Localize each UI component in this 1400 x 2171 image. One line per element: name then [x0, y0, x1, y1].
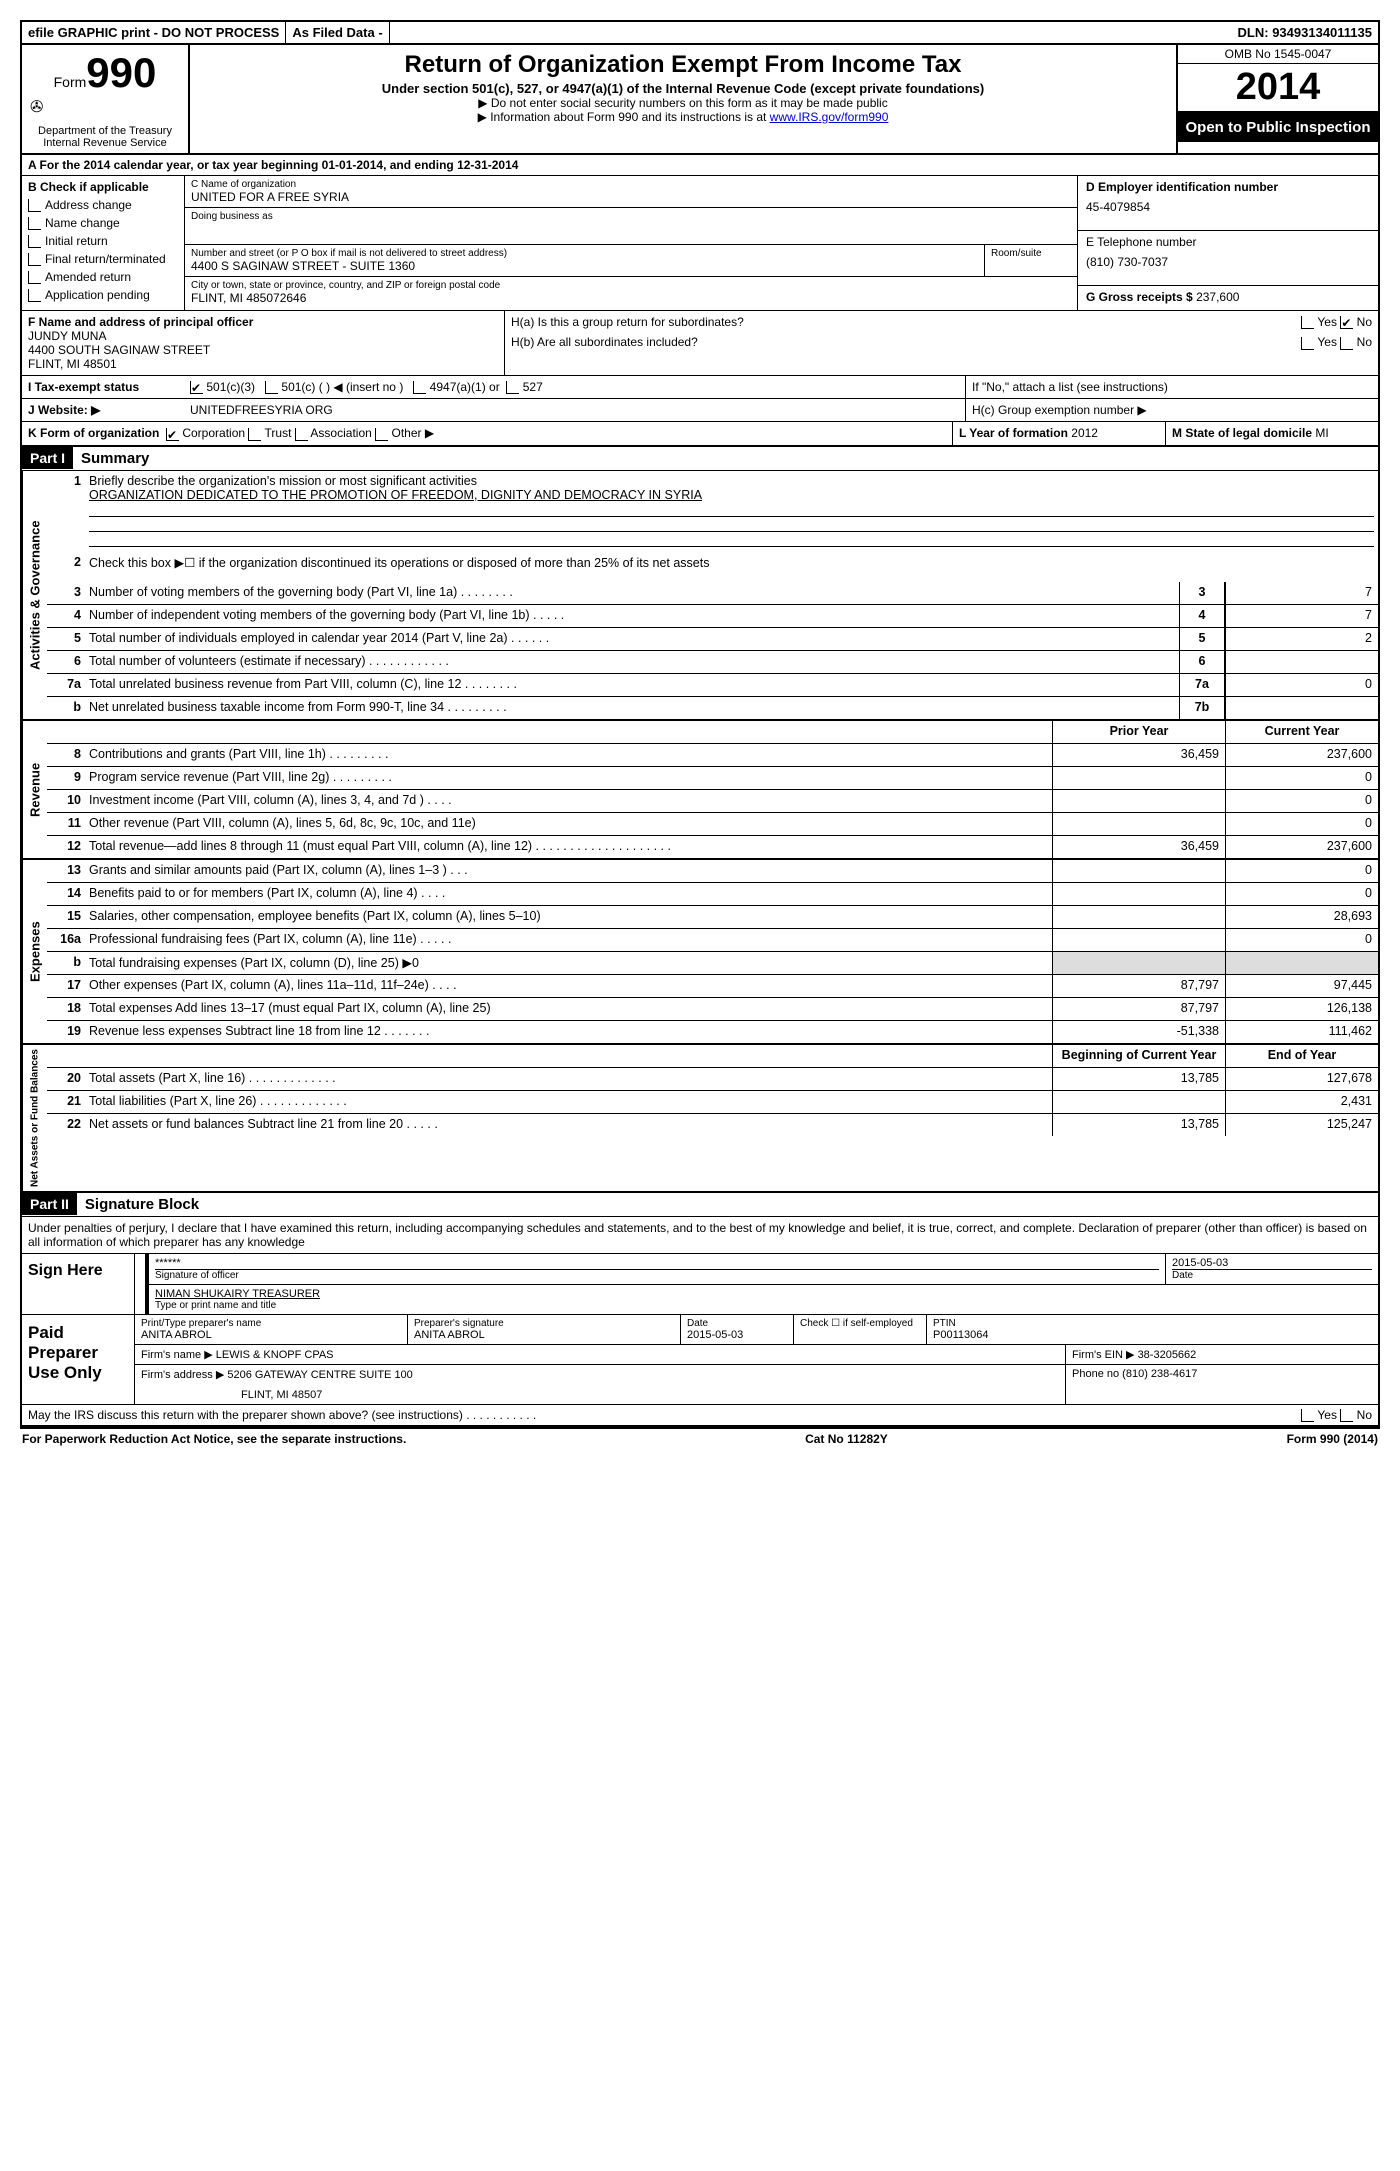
row-i-tax-status: I Tax-exempt status 501(c)(3) 501(c) ( )… — [22, 376, 1378, 399]
dba-row: Doing business as — [185, 208, 1077, 245]
dept-irs: Internal Revenue Service — [30, 137, 180, 149]
gov-line-7a: 7aTotal unrelated business revenue from … — [47, 674, 1378, 697]
checkbox-application-pending[interactable]: Application pending — [28, 288, 178, 302]
col-d-contact: D Employer identification number 45-4079… — [1078, 176, 1378, 310]
org-city: FLINT, MI 485072646 — [191, 291, 1071, 305]
checkbox-address-change[interactable]: Address change — [28, 198, 178, 212]
netassets-line-22: 22Net assets or fund balances Subtract l… — [47, 1114, 1378, 1136]
expense-line-16a: 16aProfessional fundraising fees (Part I… — [47, 929, 1378, 952]
part-2-header: Part II Signature Block — [22, 1193, 1378, 1217]
tax-year: 2014 — [1178, 64, 1378, 113]
expense-line-14: 14Benefits paid to or for members (Part … — [47, 883, 1378, 906]
top-bar: efile GRAPHIC print - DO NOT PROCESS As … — [22, 22, 1378, 45]
paid-preparer-block: Paid Preparer Use Only Print/Type prepar… — [22, 1315, 1378, 1405]
header-right: OMB No 1545-0047 2014 Open to Public Ins… — [1176, 45, 1378, 153]
principal-officer: F Name and address of principal officer … — [22, 311, 505, 375]
hb-note: If "No," attach a list (see instructions… — [965, 376, 1378, 398]
revenue-section: Revenue Prior Year Current Year 8Contrib… — [22, 721, 1378, 860]
dept-treasury: Department of the Treasury — [30, 125, 180, 137]
org-name: UNITED FOR A FREE SYRIA — [191, 190, 1071, 204]
gov-line-5: 5Total number of individuals employed in… — [47, 628, 1378, 651]
header-left: Form990 ✇ Department of the Treasury Int… — [22, 45, 190, 153]
address-row: Number and street (or P O box if mail is… — [185, 245, 1077, 277]
revenue-label: Revenue — [22, 721, 47, 858]
governance-section: Activities & Governance 1 Briefly descri… — [22, 471, 1378, 721]
col-c-org-info: C Name of organization UNITED FOR A FREE… — [185, 176, 1078, 310]
governance-label: Activities & Governance — [22, 471, 47, 719]
col-b-label: B Check if applicable — [28, 180, 178, 194]
gov-line-b: bNet unrelated business taxable income f… — [47, 697, 1378, 719]
website-value: UNITEDFREESYRIA ORG — [184, 399, 965, 421]
netassets-section: Net Assets or Fund Balances Beginning of… — [22, 1045, 1378, 1193]
form-990-container: efile GRAPHIC print - DO NOT PROCESS As … — [20, 20, 1380, 1429]
row-j-website: J Website: ▶ UNITEDFREESYRIA ORG H(c) Gr… — [22, 399, 1378, 422]
netassets-line-21: 21Total liabilities (Part X, line 26) . … — [47, 1091, 1378, 1114]
dln: DLN: 93493134011135 — [1232, 22, 1378, 43]
officer-h-section: F Name and address of principal officer … — [22, 311, 1378, 376]
netassets-header: Beginning of Current Year End of Year — [47, 1045, 1378, 1068]
revenue-header: Prior Year Current Year — [47, 721, 1378, 744]
form-number: Form990 — [30, 49, 180, 97]
expenses-label: Expenses — [22, 860, 47, 1043]
gov-line-3: 3Number of voting members of the governi… — [47, 582, 1378, 605]
revenue-line-9: 9Program service revenue (Part VIII, lin… — [47, 767, 1378, 790]
part-1-header: Part I Summary — [22, 447, 1378, 471]
netassets-line-20: 20Total assets (Part X, line 16) . . . .… — [47, 1068, 1378, 1091]
gross-receipts-row: G Gross receipts $ 237,600 — [1078, 286, 1378, 308]
form-title: Return of Organization Exempt From Incom… — [200, 51, 1166, 79]
h-questions: H(a) Is this a group return for subordin… — [505, 311, 1378, 375]
expense-line-19: 19Revenue less expenses Subtract line 18… — [47, 1021, 1378, 1043]
irs-link[interactable]: www.IRS.gov/form990 — [770, 110, 889, 124]
main-info-block: B Check if applicable Address change Nam… — [22, 176, 1378, 311]
expense-line-18: 18Total expenses Add lines 13–17 (must e… — [47, 998, 1378, 1021]
revenue-line-12: 12Total revenue—add lines 8 through 11 (… — [47, 836, 1378, 858]
hb-question: H(b) Are all subordinates included? — [511, 335, 698, 349]
mission-desc: Briefly describe the organization's miss… — [85, 471, 1378, 552]
netassets-label: Net Assets or Fund Balances — [22, 1045, 47, 1191]
info-note: ▶ Information about Form 990 and its ins… — [200, 110, 1166, 124]
ssn-note: ▶ Do not enter social security numbers o… — [200, 96, 1166, 110]
open-public-badge: Open to Public Inspection — [1178, 113, 1378, 142]
as-filed: As Filed Data - — [286, 22, 389, 43]
revenue-line-8: 8Contributions and grants (Part VIII, li… — [47, 744, 1378, 767]
row-k-org-form: K Form of organization Corporation Trust… — [22, 422, 1378, 446]
omb-number: OMB No 1545-0047 — [1178, 45, 1378, 64]
col-b-checkboxes: B Check if applicable Address change Nam… — [22, 176, 185, 310]
city-row: City or town, state or province, country… — [185, 277, 1077, 308]
expenses-section: Expenses 13Grants and similar amounts pa… — [22, 860, 1378, 1045]
expense-line-b: bTotal fundraising expenses (Part IX, co… — [47, 952, 1378, 975]
header-center: Return of Organization Exempt From Incom… — [190, 45, 1176, 153]
checkbox-initial-return[interactable]: Initial return — [28, 234, 178, 248]
ein-row: D Employer identification number 45-4079… — [1078, 176, 1378, 231]
org-name-row: C Name of organization UNITED FOR A FREE… — [185, 176, 1077, 208]
efile-notice: efile GRAPHIC print - DO NOT PROCESS — [22, 22, 286, 43]
expense-line-13: 13Grants and similar amounts paid (Part … — [47, 860, 1378, 883]
org-address: 4400 S SAGINAW STREET - SUITE 1360 — [191, 259, 978, 273]
ein-value: 45-4079854 — [1086, 200, 1370, 214]
gross-receipts: 237,600 — [1196, 290, 1239, 304]
form-subtitle: Under section 501(c), 527, or 4947(a)(1)… — [200, 81, 1166, 96]
gov-line-6: 6Total number of volunteers (estimate if… — [47, 651, 1378, 674]
checkbox-amended-return[interactable]: Amended return — [28, 270, 178, 284]
expense-line-17: 17Other expenses (Part IX, column (A), l… — [47, 975, 1378, 998]
expense-line-15: 15Salaries, other compensation, employee… — [47, 906, 1378, 929]
telephone-value: (810) 730-7037 — [1086, 255, 1370, 269]
gov-line-4: 4Number of independent voting members of… — [47, 605, 1378, 628]
revenue-line-11: 11Other revenue (Part VIII, column (A), … — [47, 813, 1378, 836]
hc-group-exemption: H(c) Group exemption number ▶ — [965, 399, 1378, 421]
checkbox-final-return-terminated[interactable]: Final return/terminated — [28, 252, 178, 266]
telephone-row: E Telephone number (810) 730-7037 — [1078, 231, 1378, 286]
page-footer: For Paperwork Reduction Act Notice, see … — [20, 1429, 1380, 1449]
section-a-tax-year: A For the 2014 calendar year, or tax yea… — [22, 155, 1378, 176]
discuss-row: May the IRS discuss this return with the… — [22, 1405, 1378, 1427]
ha-question: H(a) Is this a group return for subordin… — [511, 315, 744, 329]
checkbox-name-change[interactable]: Name change — [28, 216, 178, 230]
perjury-statement: Under penalties of perjury, I declare th… — [22, 1217, 1378, 1254]
sign-here-block: Sign Here ****** Signature of officer 20… — [22, 1254, 1378, 1315]
revenue-line-10: 10Investment income (Part VIII, column (… — [47, 790, 1378, 813]
form-header: Form990 ✇ Department of the Treasury Int… — [22, 45, 1378, 155]
